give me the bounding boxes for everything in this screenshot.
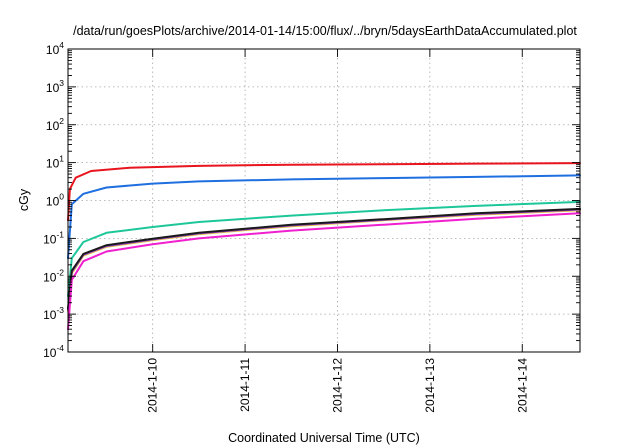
y-tick-label: 101: [46, 154, 64, 171]
y-tick-label: 10-1: [43, 229, 64, 246]
series-line-4: [67, 209, 581, 313]
series-line-1: [67, 162, 581, 222]
y-axis-label: cGy: [17, 188, 31, 211]
y-tick-label: 10-2: [43, 267, 64, 284]
series-line-3: [67, 200, 581, 298]
y-tick-label: 100: [46, 192, 64, 209]
y-tick-label: 10-4: [43, 343, 64, 360]
series-line-2: [67, 174, 581, 260]
x-axis-label: Coordinated Universal Time (UTC): [228, 431, 420, 445]
series-group: [67, 162, 581, 331]
x-tick-label: 2014-1-10: [146, 358, 160, 413]
x-tick-label: 2014-1-11: [238, 358, 252, 412]
axes: 10-4 10-3 10-2 10-1 100 101 102 103 104 2014-1-10…: [43, 40, 580, 413]
x-tick-label: 2014-1-12: [330, 358, 344, 413]
y-tick-label: 104: [46, 40, 64, 57]
x-tick-label: 2014-1-14: [515, 358, 529, 413]
chart-title: /data/run/goesPlots/archive/2014-01-14/1…: [73, 24, 577, 38]
y-tick-label: 103: [46, 78, 64, 95]
series-line-6: [67, 207, 581, 310]
series-line-7: [67, 212, 581, 331]
y-tick-label: 10-3: [43, 305, 64, 322]
y-tick-label: 102: [46, 116, 64, 133]
grid: [68, 49, 580, 352]
plot-frame: [67, 48, 581, 353]
x-tick-label: 2014-1-13: [423, 358, 437, 413]
